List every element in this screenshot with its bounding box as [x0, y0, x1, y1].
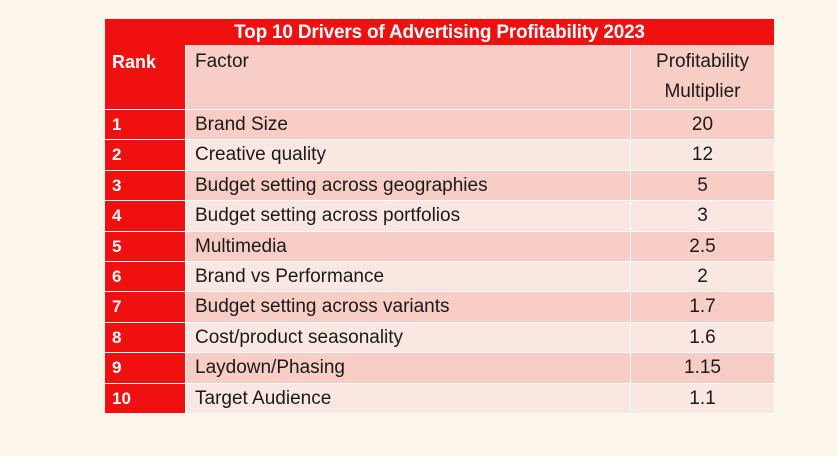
factor-cell: Budget setting across geographies — [186, 170, 631, 202]
multiplier-cell: 1.7 — [631, 292, 774, 323]
table-row: 3 Budget setting across geographies 5 — [105, 170, 774, 202]
rank-cell: 1 — [105, 110, 186, 141]
multiplier-cell: 1.1 — [631, 383, 774, 414]
multiplier-cell: 3 — [631, 201, 774, 232]
table-row: 6 Brand vs Performance 2 — [105, 261, 774, 293]
factor-cell: Budget setting across portfolios — [186, 201, 631, 232]
multiplier-cell: 2 — [631, 261, 774, 293]
table-row: 5 Multimedia 2.5 — [105, 231, 774, 262]
header-factor: Factor — [186, 45, 631, 110]
multiplier-cell: 1.15 — [631, 353, 774, 384]
table-header-row: Rank Factor Profitability Multiplier — [105, 45, 774, 110]
factor-cell: Brand Size — [186, 110, 631, 141]
rank-cell: 10 — [105, 383, 186, 414]
rank-cell: 7 — [105, 292, 186, 323]
rank-cell: 5 — [105, 231, 186, 262]
multiplier-cell: 1.6 — [631, 322, 774, 354]
table-body: 1 Brand Size 20 2 Creative quality 12 3 … — [105, 110, 774, 414]
factor-cell: Laydown/Phasing — [186, 353, 631, 384]
rank-cell: 2 — [105, 140, 186, 171]
multiplier-cell: 20 — [631, 110, 774, 141]
table-row: 8 Cost/product seasonality 1.6 — [105, 322, 774, 354]
header-multiplier: Profitability Multiplier — [631, 45, 774, 110]
rank-cell: 6 — [105, 261, 186, 293]
factor-cell: Multimedia — [186, 231, 631, 262]
factor-cell: Brand vs Performance — [186, 261, 631, 293]
multiplier-cell: 5 — [631, 170, 774, 202]
factor-cell: Target Audience — [186, 383, 631, 414]
table-row: 9 Laydown/Phasing 1.15 — [105, 353, 774, 384]
table-title-bar: Top 10 Drivers of Advertising Profitabil… — [105, 19, 774, 45]
factor-cell: Cost/product seasonality — [186, 322, 631, 354]
factor-cell: Creative quality — [186, 140, 631, 171]
rank-cell: 3 — [105, 170, 186, 202]
table-row: 1 Brand Size 20 — [105, 110, 774, 141]
header-rank: Rank — [105, 45, 186, 110]
multiplier-cell: 12 — [631, 140, 774, 171]
table-row: 4 Budget setting across portfolios 3 — [105, 201, 774, 232]
profitability-table: Top 10 Drivers of Advertising Profitabil… — [105, 19, 774, 414]
header-multiplier-line1: Profitability — [656, 51, 749, 72]
table-row: 10 Target Audience 1.1 — [105, 383, 774, 414]
header-multiplier-line2: Multiplier — [664, 81, 741, 102]
rank-cell: 4 — [105, 201, 186, 232]
factor-cell: Budget setting across variants — [186, 292, 631, 323]
rank-cell: 8 — [105, 322, 186, 354]
multiplier-cell: 2.5 — [631, 231, 774, 262]
table-row: 7 Budget setting across variants 1.7 — [105, 292, 774, 323]
rank-cell: 9 — [105, 353, 186, 384]
table-row: 2 Creative quality 12 — [105, 140, 774, 171]
table-title: Top 10 Drivers of Advertising Profitabil… — [234, 22, 645, 43]
